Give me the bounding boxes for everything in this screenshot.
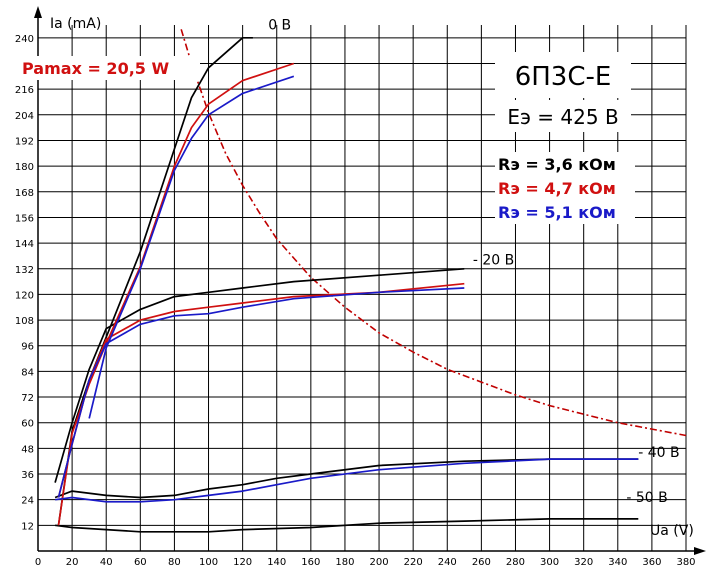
- legend-item-3: Rэ = 5,1 кОм: [498, 203, 616, 222]
- pmax-label: Pamax = 20,5 W: [22, 59, 169, 78]
- curve-label: - 20 В: [473, 252, 514, 268]
- x-tick-label: 340: [608, 557, 627, 568]
- y-tick-label: 168: [15, 188, 34, 199]
- x-tick-label: 280: [506, 557, 525, 568]
- y-tick-label: 204: [15, 111, 34, 122]
- curve-label: - 40 В: [638, 445, 679, 461]
- curve-label: 0 В: [268, 17, 291, 33]
- series-line-4: [54, 518, 639, 533]
- series-line-1: [57, 36, 253, 526]
- y-tick-label: 180: [15, 162, 34, 173]
- x-tick-label: 80: [168, 557, 181, 568]
- series-line-9: [54, 458, 639, 503]
- y-axis-arrow: [34, 6, 42, 18]
- y-axis-label: Ia (mA): [50, 16, 101, 32]
- x-tick-label: 120: [233, 557, 252, 568]
- y-tick-label: 24: [21, 496, 34, 507]
- x-tick-label: 320: [574, 557, 593, 568]
- y-tick-label: 192: [15, 136, 34, 147]
- pmax-curve-group: [180, 29, 687, 437]
- x-tick-label: 200: [370, 557, 389, 568]
- legend-item-2: Rэ = 4,7 кОм: [498, 179, 616, 198]
- chart-title: 6П3С-Е: [515, 62, 612, 92]
- x-axis-label: Ua (V): [650, 523, 694, 539]
- x-tick-label: 20: [66, 557, 79, 568]
- y-tick-label: 156: [15, 213, 34, 224]
- x-tick-label: 260: [472, 557, 491, 568]
- x-tick-label: 100: [199, 557, 218, 568]
- y-tick-label: 72: [21, 393, 34, 404]
- legend-bg: [495, 152, 635, 224]
- x-tick-label: 360: [642, 557, 661, 568]
- y-tick-label: 96: [21, 342, 34, 353]
- curve-label: - 50 В: [626, 490, 667, 506]
- x-tick-label: 180: [335, 557, 354, 568]
- y-tick-label: 132: [15, 265, 34, 276]
- y-tick-label: 84: [21, 367, 34, 378]
- x-tick-label: 40: [100, 557, 113, 568]
- series-line-3: [54, 458, 639, 499]
- y-tick-label: 48: [21, 444, 34, 455]
- legend-item-1: Rэ = 3,6 кОм: [498, 155, 616, 174]
- pmax-label-bg: [12, 56, 200, 80]
- pmax-curve: [180, 29, 687, 437]
- chart-subtitle: Eэ = 425 В: [507, 105, 618, 129]
- y-tick-label: 120: [15, 290, 34, 301]
- title-bg: [495, 52, 631, 98]
- x-tick-labels: 0 20 40 60 80 100 120 140 160 180 200 220 240 260 280 3…: [35, 557, 696, 568]
- x-tick-label: 240: [438, 557, 457, 568]
- x-tick-label: 140: [267, 557, 286, 568]
- y-tick-label: 144: [15, 239, 34, 250]
- x-axis-arrow: [694, 547, 706, 555]
- x-tick-label: 160: [301, 557, 320, 568]
- y-tick-label: 12: [21, 521, 34, 532]
- y-tick-label: 216: [15, 85, 34, 96]
- series-line-2: [54, 267, 465, 483]
- x-tick-label: 220: [404, 557, 423, 568]
- series-line-8: [57, 287, 465, 498]
- y-tick-labels: 12 24 36 48 60 72 84 96 108 120 132 144 156 168 180 192…: [15, 34, 34, 533]
- axes: [34, 6, 706, 555]
- y-tick-label: 36: [21, 470, 34, 481]
- x-tick-label: 60: [134, 557, 147, 568]
- y-tick-label: 108: [15, 316, 34, 327]
- x-tick-label: 380: [676, 557, 695, 568]
- y-tick-label: 240: [15, 34, 34, 45]
- x-tick-label: 300: [540, 557, 559, 568]
- subtitle-bg: [495, 100, 631, 132]
- series-group: [54, 36, 639, 533]
- curve-labels: 0 В - 20 В - 40 В - 50 В: [268, 17, 679, 506]
- series-line-7: [88, 75, 295, 419]
- y-tick-label: 60: [21, 419, 34, 430]
- x-tick-label: 0: [35, 557, 41, 568]
